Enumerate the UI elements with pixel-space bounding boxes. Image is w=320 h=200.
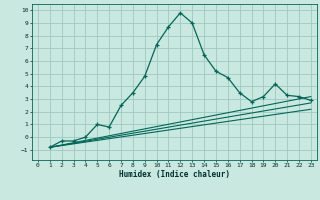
X-axis label: Humidex (Indice chaleur): Humidex (Indice chaleur) (119, 170, 230, 179)
